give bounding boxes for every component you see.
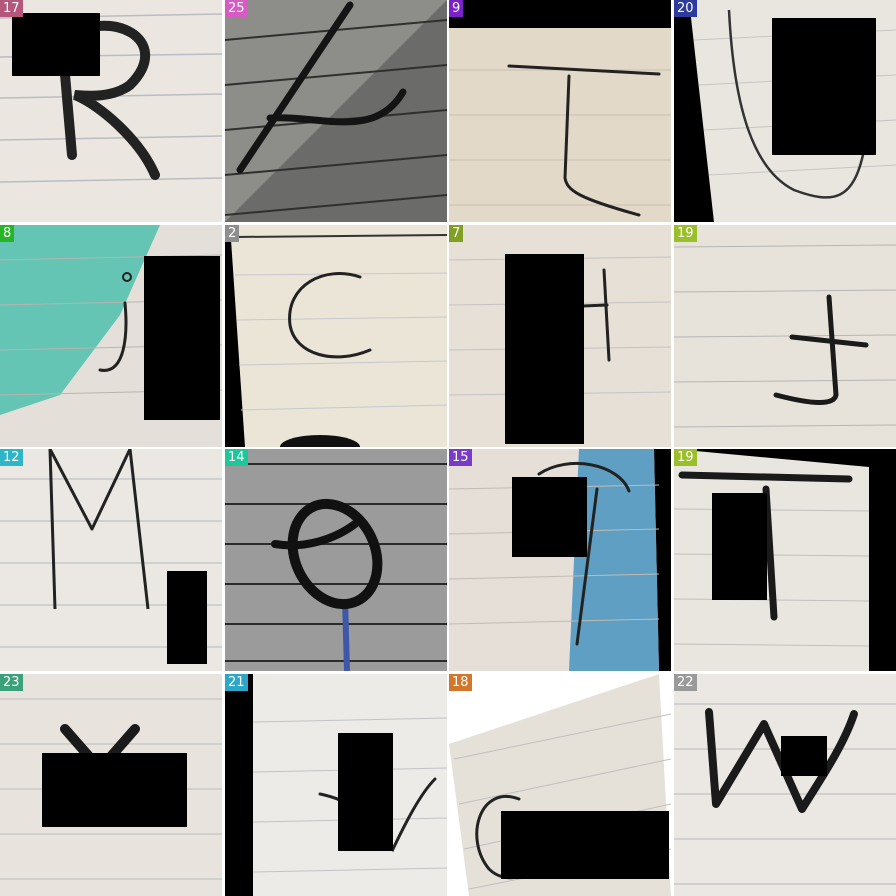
- tile-label: 25: [225, 0, 248, 17]
- tile-label: 7: [449, 225, 464, 242]
- handwritten-C-photo: [225, 225, 447, 447]
- redaction-box: [781, 736, 827, 776]
- tile-label: 20: [674, 0, 697, 17]
- tile-2: 25: [225, 0, 447, 222]
- tile-label: 15: [449, 449, 472, 466]
- redaction-box: [144, 256, 220, 420]
- redaction-box: [505, 254, 584, 444]
- tile-label: 12: [0, 449, 23, 466]
- handwritten-I-photo: [449, 0, 671, 222]
- redaction-box: [712, 493, 767, 600]
- tile-label: 21: [225, 674, 248, 691]
- redaction-box: [772, 18, 876, 155]
- tile-label: 17: [0, 0, 23, 17]
- tile-4: 20: [674, 0, 896, 222]
- handwritten-L-photo: [225, 0, 447, 222]
- tile-label: 9: [449, 0, 464, 17]
- tile-label: 19: [674, 225, 697, 242]
- tile-16: 22: [674, 674, 896, 896]
- handwritten-J-cross-photo: [674, 225, 896, 447]
- handwritten-W-photo: [674, 674, 896, 896]
- tile-13: 23: [0, 674, 222, 896]
- tile-label: 19: [674, 449, 697, 466]
- tile-8: 19: [674, 225, 896, 447]
- tile-14: 21: [225, 674, 447, 896]
- redaction-box: [12, 13, 100, 76]
- tile-label: 8: [0, 225, 15, 242]
- tile-10: 14: [225, 449, 447, 671]
- tile-1: 17: [0, 0, 222, 222]
- tile-6: 2: [225, 225, 447, 447]
- tile-label: 2: [225, 225, 240, 242]
- tile-3: 9: [449, 0, 671, 222]
- handwritten-T-photo: [674, 449, 896, 671]
- handwritten-f-photo: [449, 449, 671, 671]
- tile-5: 8: [0, 225, 222, 447]
- handwritten-O-photo: [225, 449, 447, 671]
- redaction-box: [501, 811, 669, 879]
- tile-label: 18: [449, 674, 472, 691]
- redaction-box: [338, 733, 393, 851]
- redaction-box: [167, 571, 207, 664]
- tile-label: 22: [674, 674, 697, 691]
- tile-12: 19: [674, 449, 896, 671]
- tile-11: 15: [449, 449, 671, 671]
- tile-15: 18: [449, 674, 671, 896]
- redaction-box: [42, 753, 187, 827]
- redaction-box: [512, 477, 587, 557]
- tile-7: 7: [449, 225, 671, 447]
- tile-label: 23: [0, 674, 23, 691]
- handwritten-V-photo: [225, 674, 447, 896]
- tile-label: 14: [225, 449, 248, 466]
- tile-9: 12: [0, 449, 222, 671]
